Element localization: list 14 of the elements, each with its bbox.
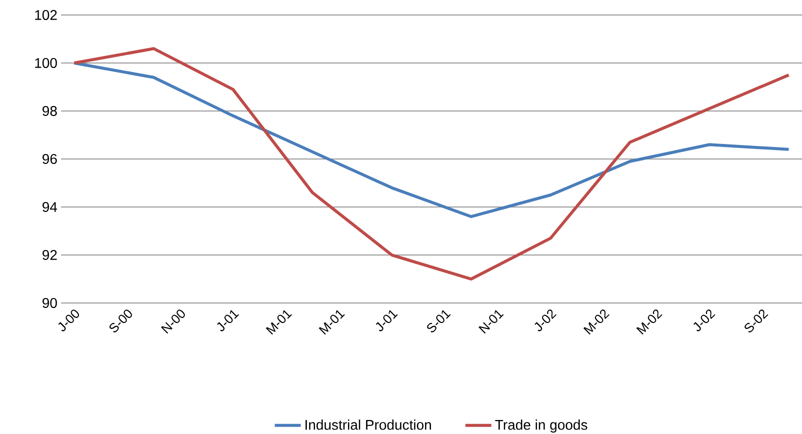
y-tick-label: 102: [35, 10, 57, 20]
legend-label: Industrial Production: [306, 420, 431, 430]
x-tick-label: J-02: [534, 310, 557, 332]
x-tick-label: J-02: [693, 310, 716, 332]
legend-label: Trade in goods: [495, 420, 588, 433]
x-tick-label: J-01: [376, 310, 398, 332]
y-tick-label: 96: [42, 154, 57, 164]
y-tick-label: 100: [35, 58, 57, 68]
y-tick-label: 90: [42, 298, 57, 308]
y-tick-label: 98: [42, 106, 57, 116]
x-tick-label: J-00: [58, 310, 80, 332]
y-tick-label: 92: [42, 250, 57, 260]
x-tick-label: J-01: [217, 310, 239, 332]
y-tick-label: 94: [42, 202, 58, 212]
